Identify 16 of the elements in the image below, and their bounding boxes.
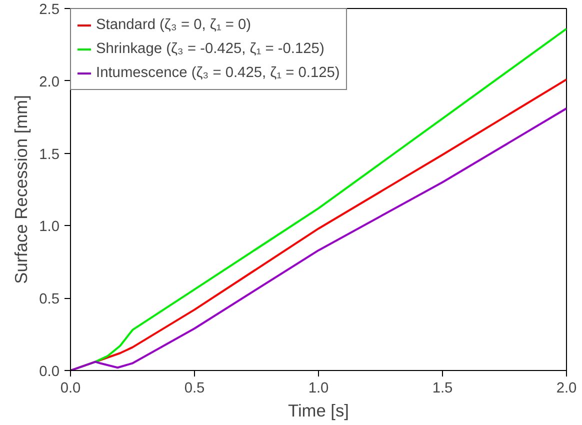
y-tick-label: 2.0 [39,74,60,90]
x-tick-label: 1.0 [308,380,329,396]
legend-label: Shrinkage (ζ₃ = -0.425, ζ₁ = -0.125) [96,41,324,57]
y-tick-label: 2.5 [39,2,60,18]
x-tick-label: 0.0 [60,380,81,396]
legend-label: Standard (ζ₃ = 0, ζ₁ = 0) [96,17,252,33]
y-tick-label: 1.5 [39,146,60,163]
x-tick-label: 2.0 [556,380,577,396]
legend-label: Intumescence (ζ₃ = 0.425, ζ₁ = 0.125) [96,65,340,81]
x-tick-label: 1.5 [432,380,453,396]
y-axis-title: Surface Recession [mm] [11,95,32,284]
y-tick-label: 0.5 [39,292,60,308]
y-tick-label: 0.0 [39,364,60,380]
x-axis-title: Time [s] [288,400,349,420]
y-tick-label: 1.0 [39,219,60,236]
x-tick-label: 0.5 [184,380,205,396]
